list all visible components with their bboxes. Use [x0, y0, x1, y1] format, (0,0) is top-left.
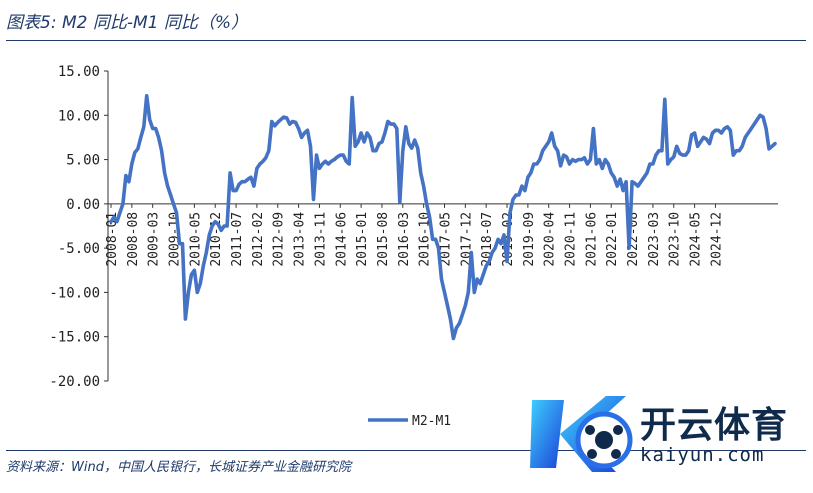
x-tick-label: 2012-02 [251, 212, 266, 267]
legend-label: M2-M1 [412, 414, 451, 429]
x-tick-label: 2017-05 [438, 212, 453, 267]
series-line-m2-m1 [109, 94, 777, 341]
x-tick-label: 2016-10 [418, 212, 433, 267]
y-axis: 15.00 10.00 5.00 0.00 -5.00 -10.00 -15.00 -20.0… [49, 64, 109, 390]
x-tick-label: 2023-03 [647, 212, 662, 267]
chart: 15.00 10.00 5.00 0.00 -5.00 -10.00 -15.00 -20.0… [49, 64, 778, 429]
x-tick-label: 2024-12 [709, 212, 724, 267]
title-rule [6, 40, 806, 41]
x-axis: 2008-01 2008-08 2009-03 2009-10 2010-05 2010-… [105, 203, 778, 267]
x-tick-label: 2013-04 [293, 212, 308, 267]
y-tick-label: -20.00 [49, 374, 100, 390]
y-tick-label: -15.00 [49, 330, 100, 346]
x-tick-label: 2022-01 [605, 212, 620, 267]
x-tick-label: 2010-05 [188, 212, 203, 267]
x-tick-label: 2019-09 [522, 212, 537, 267]
x-tick-label: 2020-11 [564, 212, 579, 267]
x-tick-label: 2011-07 [230, 212, 245, 267]
x-tick-label: 2018-07 [480, 212, 495, 267]
source-rule [6, 450, 806, 451]
x-tick-label: 2008-08 [126, 212, 141, 267]
x-tick-label: 2012-09 [272, 212, 287, 267]
y-tick-label: 15.00 [58, 64, 100, 80]
x-tick-label: 2024-05 [689, 212, 704, 267]
x-tick-label: 2009-03 [147, 212, 162, 267]
x-tick-label: 2015-01 [355, 212, 370, 267]
x-tick-label: 2013-11 [313, 212, 328, 267]
y-tick-label: 0.00 [66, 197, 100, 213]
watermark-logo-icon [530, 396, 633, 472]
y-tick-label: 10.00 [58, 108, 100, 124]
x-tick-label: 2014-06 [334, 212, 349, 267]
x-tick-label: 2015-08 [376, 212, 391, 267]
legend: M2-M1 [368, 414, 451, 429]
x-tick-label: 2023-10 [668, 212, 683, 267]
source-note: 资料来源：Wind，中国人民银行，长城证券产业金融研究院 [6, 460, 351, 475]
y-tick-label: -5.00 [58, 241, 100, 257]
x-tick-label: 2020-04 [543, 212, 558, 267]
x-tick-label: 2010-12 [209, 212, 224, 267]
x-tick-label: 2016-03 [397, 212, 412, 267]
series-layer [109, 94, 777, 341]
watermark-text: 开云体育 [640, 405, 789, 446]
x-tick-label: 2021-06 [584, 212, 599, 267]
watermark-url: kaiyun.com [640, 444, 765, 466]
x-tick-label: 2008-01 [105, 212, 120, 267]
y-tick-label: -10.00 [49, 285, 100, 301]
y-tick-label: 5.00 [66, 153, 100, 169]
chart-title: 图表5: M2 同比-M1 同比（%） [6, 13, 249, 33]
